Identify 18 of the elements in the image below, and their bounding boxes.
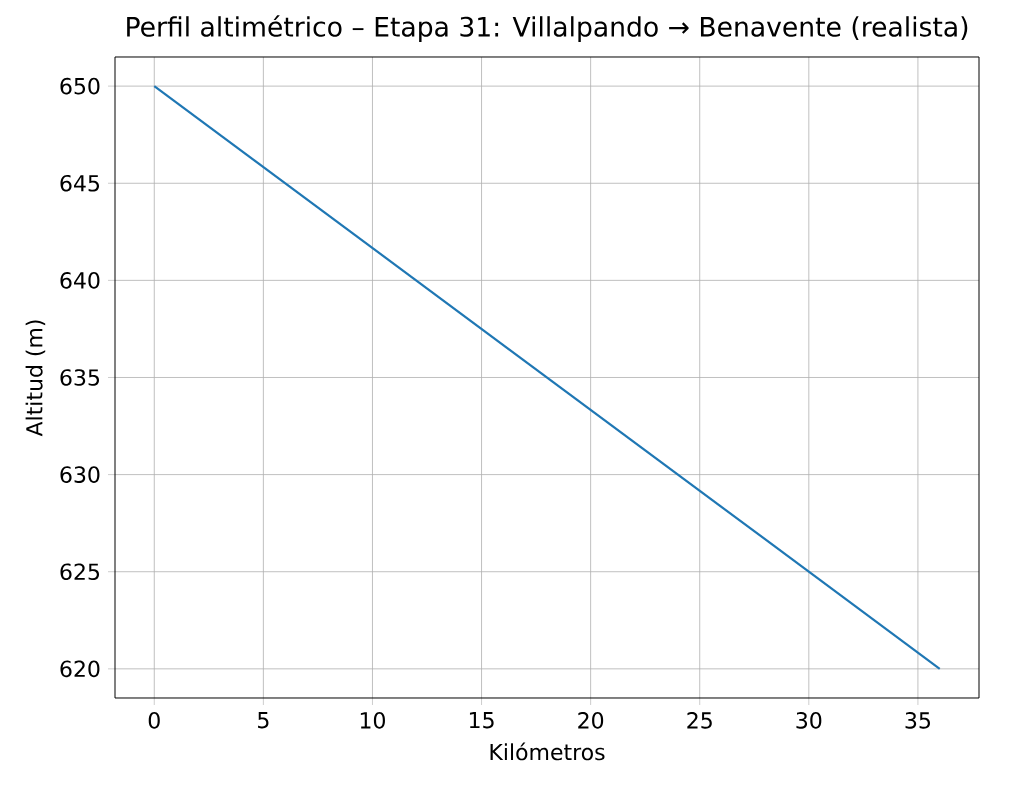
x-tick-label: 35: [905, 712, 930, 729]
x-tick-label: 10: [360, 712, 385, 729]
y-tick-label: 635: [60, 369, 100, 386]
y-tick-label: 620: [60, 660, 100, 678]
y-tick-label: 625: [60, 563, 100, 581]
y-axis-title: Altitud (m): [25, 320, 46, 437]
y-tick-label: 645: [60, 174, 100, 192]
x-tick-label: 20: [578, 712, 604, 729]
x-tick-label: 30: [796, 712, 822, 729]
x-tick-label: 15: [469, 712, 494, 729]
chart-title: Perfil altimétrico – Etapa 31: Villalpando → Benavente (realista): [127, 15, 968, 42]
y-tick-label: 630: [60, 466, 100, 483]
x-tick-label: 0: [148, 712, 160, 729]
y-tick-label: 640: [60, 272, 100, 289]
x-tick-label: 25: [687, 712, 712, 729]
y-tick-label: 650: [60, 77, 100, 95]
x-tick-label: 5: [258, 712, 269, 729]
x-axis-title: Kilómetros: [490, 742, 605, 761]
